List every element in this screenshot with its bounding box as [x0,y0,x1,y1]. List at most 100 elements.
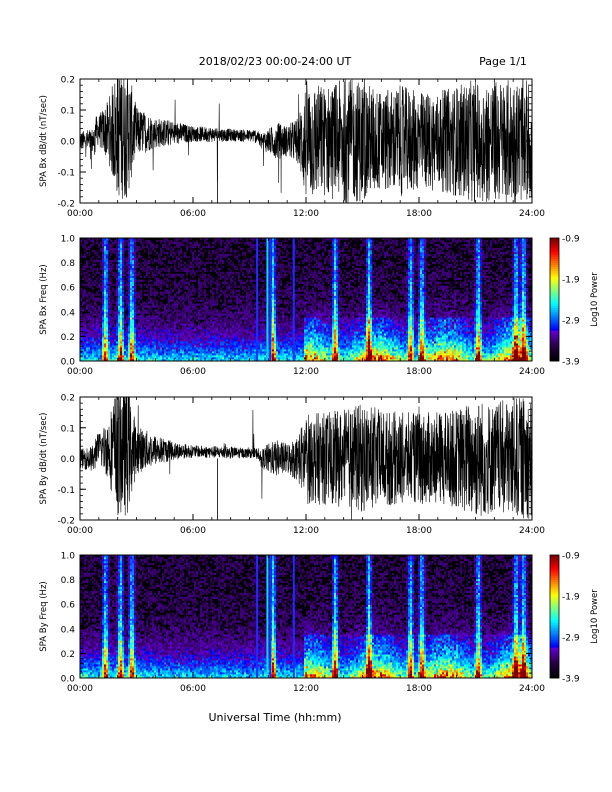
heatmap-cell [124,341,127,344]
heatmap-cell [264,345,267,348]
heatmap-cell [236,321,239,324]
heatmap-cell [242,263,245,267]
heatmap-cell [92,255,95,259]
heatmap-cell [284,329,287,332]
heatmap-cell [134,243,137,247]
heatmap-cell [230,319,233,322]
heatmap-cell [126,321,129,324]
heatmap-cell [128,265,131,269]
heatmap-cell [116,349,119,352]
heatmap-cell [236,311,239,314]
heatmap-cell [188,255,191,259]
heatmap-cell [242,337,245,340]
heatmap-cell [234,263,237,267]
heatmap-cell [82,331,85,334]
heatmap-cell [282,309,285,312]
heatmap-cell [180,319,183,322]
heatmap-cell [134,239,137,243]
heatmap-cell [176,333,179,336]
heatmap-cell [240,351,243,354]
heatmap-cell [210,317,213,320]
heatmap-cell [80,329,83,332]
heatmap-cell [156,333,159,336]
heatmap-cell [226,347,229,350]
heatmap-cell [104,287,107,290]
heatmap-cell [130,287,133,290]
heatmap-cell [260,337,263,340]
heatmap-cell [112,309,115,312]
heatmap-cell [106,349,109,352]
heatmap-cell [100,285,103,288]
heatmap-cell [128,287,131,290]
heatmap-cell [208,345,211,348]
heatmap-cell [166,347,169,350]
heatmap-cell [106,285,109,288]
heatmap-cell [188,295,191,298]
heatmap-cell [150,257,153,261]
heatmap-cell [246,315,249,318]
heatmap-cell [86,359,89,362]
heatmap-cell [236,319,239,322]
heatmap-cell [164,307,167,310]
heatmap-cell [250,349,253,352]
heatmap-cell [158,271,161,275]
heatmap-cell [194,273,197,276]
heatmap-cell [108,297,111,300]
heatmap-cell [166,335,169,338]
heatmap-cell [200,303,203,306]
heatmap-cell [280,327,283,330]
heatmap-cell [264,263,267,267]
heatmap-cell [88,325,91,328]
heatmap-cell [166,349,169,352]
heatmap-cell [150,331,153,334]
heatmap-cell [126,349,129,352]
heatmap-cell [80,343,83,346]
heatmap-cell [232,325,235,328]
heatmap-cell [228,261,231,265]
heatmap-cell [242,287,245,290]
heatmap-cell [148,289,151,292]
heatmap-cell [206,321,209,324]
heatmap-cell [222,359,225,362]
heatmap-cell [280,309,283,312]
heatmap-cell [252,295,255,298]
heatmap-cell [206,257,209,261]
heatmap-cell [188,325,191,328]
heatmap-cell [204,261,207,265]
heatmap-cell [148,265,151,269]
heatmap-cell [154,283,157,286]
heatmap-cell [264,299,267,302]
heatmap-cell [106,299,109,302]
heatmap-cell [104,257,107,261]
heatmap-cell [152,329,155,332]
heatmap-cell [206,335,209,338]
heatmap-cell [104,249,107,253]
heatmap-cell [192,259,195,263]
heatmap-cell [98,305,101,308]
heatmap-cell [92,275,95,278]
heatmap-cell [158,355,161,358]
heatmap-cell [120,319,123,322]
heatmap-cell [232,327,235,330]
heatmap-cell [118,333,121,336]
heatmap-cell [108,243,111,247]
heatmap-cell [154,319,157,322]
heatmap-cell [236,353,239,356]
heatmap-cell [222,303,225,306]
heatmap-cell [108,339,111,342]
heatmap-cell [216,283,219,286]
heatmap-cell [134,253,137,257]
heatmap-cell [164,351,167,354]
heatmap-cell [138,295,141,298]
heatmap-cell [242,329,245,332]
heatmap-cell [232,279,235,282]
heatmap-cell [192,279,195,282]
heatmap-cell [144,279,147,282]
heatmap-cell [86,238,89,241]
heatmap-cell [278,339,281,342]
heatmap-cell [250,307,253,310]
heatmap-cell [258,263,261,267]
heatmap-cell [146,349,149,352]
heatmap-cell [168,273,171,276]
heatmap-cell [170,357,173,360]
